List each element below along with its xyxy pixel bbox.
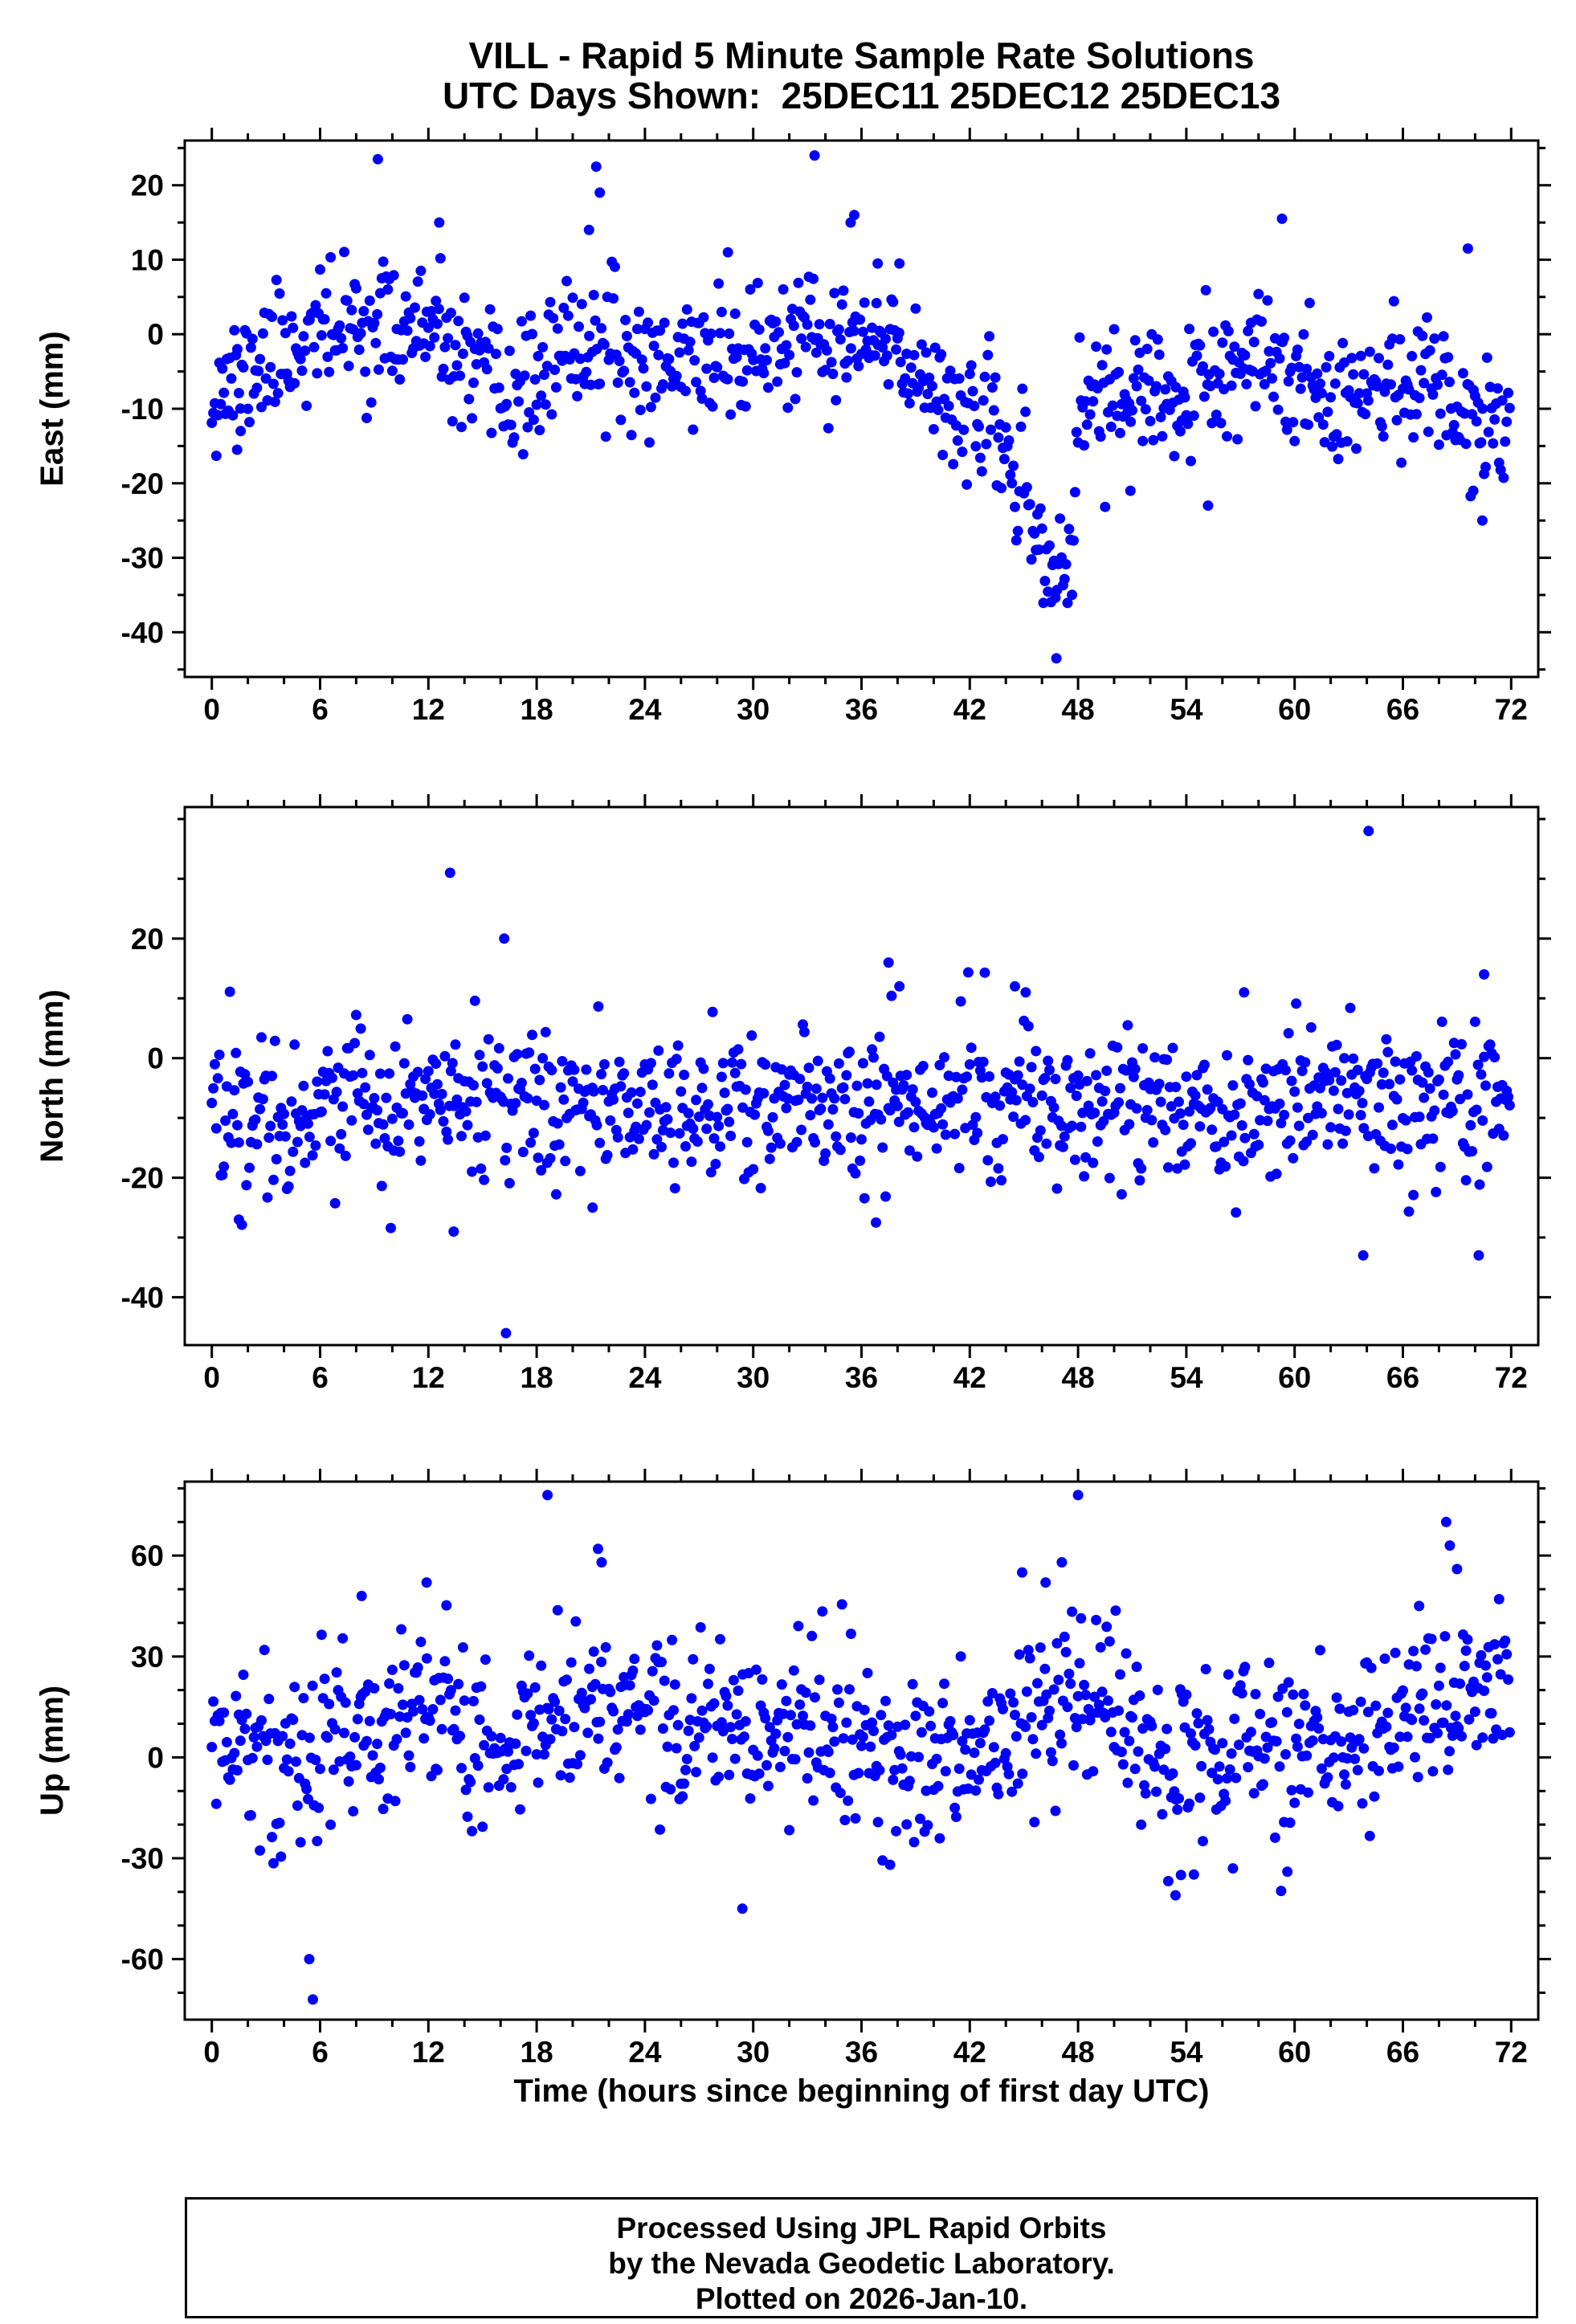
chart-title-line2: UTC Days Shown: 25DEC11 25DEC12 25DEC13: [442, 75, 1281, 116]
up-ticks: [172, 1469, 1551, 2032]
svg-text:36: 36: [845, 1361, 878, 1394]
svg-text:0: 0: [203, 2036, 220, 2069]
svg-text:0: 0: [203, 693, 220, 726]
svg-text:0: 0: [203, 1361, 220, 1394]
svg-text:-10: -10: [121, 393, 164, 426]
footer-line-3: Plotted on 2026-Jan-10.: [695, 2282, 1028, 2315]
svg-text:12: 12: [412, 2036, 445, 2069]
svg-text:20: 20: [131, 169, 164, 202]
svg-text:42: 42: [953, 2036, 986, 2069]
footer-line-2: by the Nevada Geodetic Laboratory.: [608, 2247, 1115, 2280]
up-axis-label: Up (mm): [35, 1686, 70, 1816]
north-axis-label: North (mm): [35, 989, 70, 1163]
east-tick-labels: 0 6 12 18 24 30 36 42 48 54 60 66 72 -40 -30 -20 -10 0 10 2…: [121, 169, 1528, 726]
svg-text:30: 30: [737, 693, 770, 726]
svg-text:-40: -40: [121, 1281, 164, 1314]
svg-text:66: 66: [1386, 693, 1419, 726]
svg-text:72: 72: [1495, 2036, 1528, 2069]
svg-text:60: 60: [131, 1539, 164, 1572]
east-axis-label: East (mm): [35, 331, 70, 486]
svg-text:48: 48: [1062, 693, 1095, 726]
svg-text:12: 12: [412, 693, 445, 726]
up-tick-labels: 0 6 12 18 24 30 36 42 48 54 60 66 72 -60 -30 0 30 60: [121, 1539, 1528, 2069]
svg-text:-30: -30: [121, 1842, 164, 1875]
svg-text:-30: -30: [121, 542, 164, 575]
svg-text:0: 0: [147, 318, 164, 351]
east-frame: [183, 139, 1540, 679]
svg-text:6: 6: [312, 2036, 329, 2069]
svg-text:66: 66: [1386, 1361, 1419, 1394]
svg-text:12: 12: [412, 1361, 445, 1394]
north-tick-labels: 0 6 12 18 24 30 36 42 48 54 60 66 72 -40 -20 0 20: [121, 923, 1528, 1394]
svg-text:0: 0: [147, 1741, 164, 1774]
north-ticks: [172, 794, 1551, 1358]
svg-text:72: 72: [1495, 1361, 1528, 1394]
svg-text:24: 24: [628, 2036, 662, 2069]
svg-text:60: 60: [1278, 1361, 1311, 1394]
svg-text:24: 24: [628, 693, 662, 726]
chart-title-line1: VILL - Rapid 5 Minute Sample Rate Soluti…: [468, 35, 1255, 76]
svg-text:48: 48: [1062, 1361, 1095, 1394]
svg-text:18: 18: [521, 693, 553, 726]
svg-text:30: 30: [737, 2036, 770, 2069]
svg-text:48: 48: [1062, 2036, 1095, 2069]
svg-text:30: 30: [737, 1361, 770, 1394]
svg-text:42: 42: [953, 1361, 986, 1394]
east-points: [206, 150, 1515, 664]
svg-text:6: 6: [312, 1361, 329, 1394]
svg-text:18: 18: [521, 2036, 553, 2069]
svg-text:60: 60: [1278, 693, 1311, 726]
svg-text:36: 36: [845, 2036, 878, 2069]
svg-text:10: 10: [131, 243, 164, 276]
svg-text:0: 0: [147, 1042, 164, 1075]
svg-text:54: 54: [1170, 2036, 1203, 2069]
svg-text:72: 72: [1495, 693, 1528, 726]
up-panel: 0 6 12 18 24 30 36 42 48 54 60 66 72 -60 -30 0 30 60 Up (m…: [35, 1469, 1551, 2109]
svg-text:-20: -20: [121, 1162, 164, 1195]
north-panel: 0 6 12 18 24 30 36 42 48 54 60 66 72 -40 -20 0 20 North (…: [35, 794, 1551, 1394]
up-points: [206, 1490, 1515, 2005]
east-panel: 0 6 12 18 24 30 36 42 48 54 60 66 72 -40 -30 -20 -10 0 10 2…: [35, 128, 1551, 726]
svg-text:54: 54: [1170, 693, 1203, 726]
svg-text:36: 36: [845, 693, 878, 726]
svg-text:-40: -40: [121, 616, 164, 649]
x-axis-label: Time (hours since beginning of first day…: [514, 2073, 1210, 2109]
svg-text:54: 54: [1170, 1361, 1203, 1394]
north-points: [206, 826, 1515, 1339]
svg-text:42: 42: [953, 693, 986, 726]
svg-text:6: 6: [312, 693, 329, 726]
svg-text:24: 24: [628, 1361, 662, 1394]
svg-text:60: 60: [1278, 2036, 1311, 2069]
svg-text:-20: -20: [121, 467, 164, 500]
svg-text:20: 20: [131, 923, 164, 956]
east-ticks: [172, 128, 1551, 690]
footer-box: Processed Using JPL Rapid Orbits by the …: [185, 2197, 1538, 2318]
svg-text:-60: -60: [121, 1943, 164, 1976]
svg-text:66: 66: [1386, 2036, 1419, 2069]
footer-line-1: Processed Using JPL Rapid Orbits: [616, 2212, 1107, 2244]
svg-text:18: 18: [521, 1361, 553, 1394]
svg-text:30: 30: [131, 1641, 164, 1674]
